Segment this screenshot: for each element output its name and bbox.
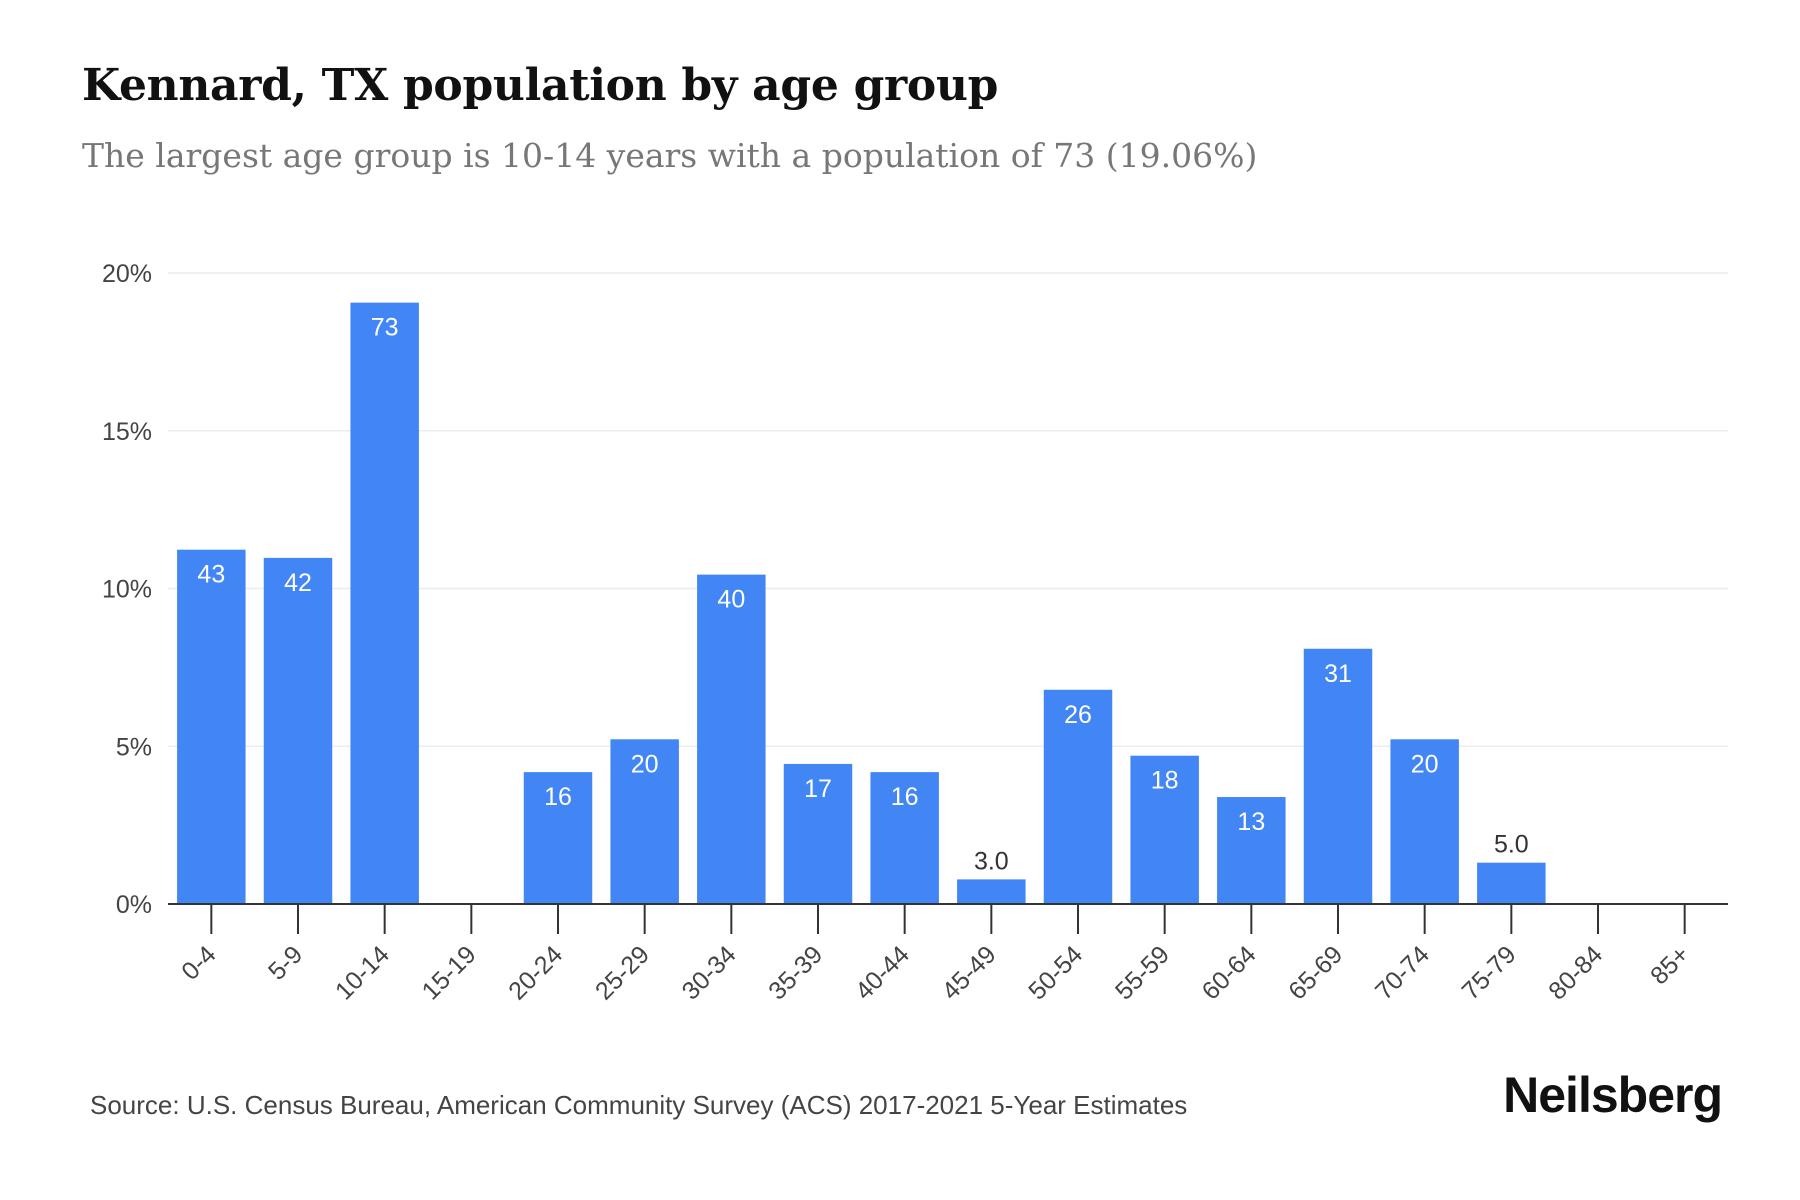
bar (1303, 648, 1373, 904)
x-tick-label: 5-9 (263, 940, 308, 985)
data-label: 43 (197, 561, 225, 589)
x-tick-label: 85+ (1645, 940, 1695, 990)
y-tick-label: 0% (116, 891, 152, 919)
x-tick-label: 35-39 (763, 940, 828, 1005)
x-tick-label: 50-54 (1023, 940, 1088, 1005)
bar (523, 772, 593, 904)
bar (610, 739, 679, 904)
bar (783, 763, 853, 904)
data-label: 17 (804, 775, 832, 803)
y-tick-label: 10% (102, 576, 152, 604)
data-label: 20 (631, 750, 659, 778)
data-label: 5.0 (1494, 831, 1529, 859)
bar (1130, 755, 1199, 904)
data-label: 16 (891, 783, 919, 811)
bar (697, 574, 766, 904)
brand-logo: Neilsberg (1503, 1067, 1723, 1123)
bar (1477, 862, 1546, 904)
bar (1217, 797, 1286, 904)
x-tick-label: 10-14 (330, 940, 395, 1005)
data-label: 40 (717, 586, 745, 614)
bar (957, 879, 1026, 904)
data-label: 42 (284, 569, 312, 597)
source-note: Source: U.S. Census Bureau, American Com… (90, 1090, 1188, 1120)
y-tick-label: 5% (116, 733, 152, 761)
data-label: 73 (371, 314, 399, 342)
x-tick-label: 15-19 (417, 940, 482, 1005)
x-tick-label: 40-44 (850, 940, 915, 1005)
x-tick-label: 75-79 (1457, 940, 1522, 1005)
data-label: 26 (1064, 701, 1092, 729)
x-tick-label: 45-49 (937, 940, 1002, 1005)
y-tick-label: 20% (102, 260, 152, 288)
bar (177, 549, 246, 904)
data-label: 18 (1151, 767, 1179, 795)
x-tick-label: 25-29 (590, 940, 655, 1005)
bar (263, 557, 333, 904)
y-tick-label: 15% (102, 418, 152, 446)
x-tick-label: 30-34 (677, 940, 742, 1005)
x-tick-label: 80-84 (1543, 940, 1608, 1005)
bar (350, 302, 419, 905)
x-tick-label: 65-69 (1283, 940, 1348, 1005)
chart-title: Kennard, TX population by age group (82, 60, 999, 111)
chart-subtitle: The largest age group is 10-14 years wit… (82, 136, 1258, 175)
data-label: 13 (1237, 808, 1265, 836)
data-label: 16 (544, 783, 572, 811)
data-label: 31 (1324, 660, 1352, 688)
x-tick-label: 55-59 (1110, 940, 1175, 1005)
bar (1043, 689, 1113, 904)
x-tick-label: 70-74 (1370, 940, 1435, 1005)
bar (870, 772, 939, 904)
data-label: 3.0 (974, 847, 1009, 875)
x-tick-label: 0-4 (176, 940, 221, 985)
data-label: 20 (1411, 750, 1439, 778)
x-tick-label: 60-64 (1197, 940, 1262, 1005)
x-tick-label: 20-24 (503, 940, 568, 1005)
bar (1390, 739, 1459, 904)
